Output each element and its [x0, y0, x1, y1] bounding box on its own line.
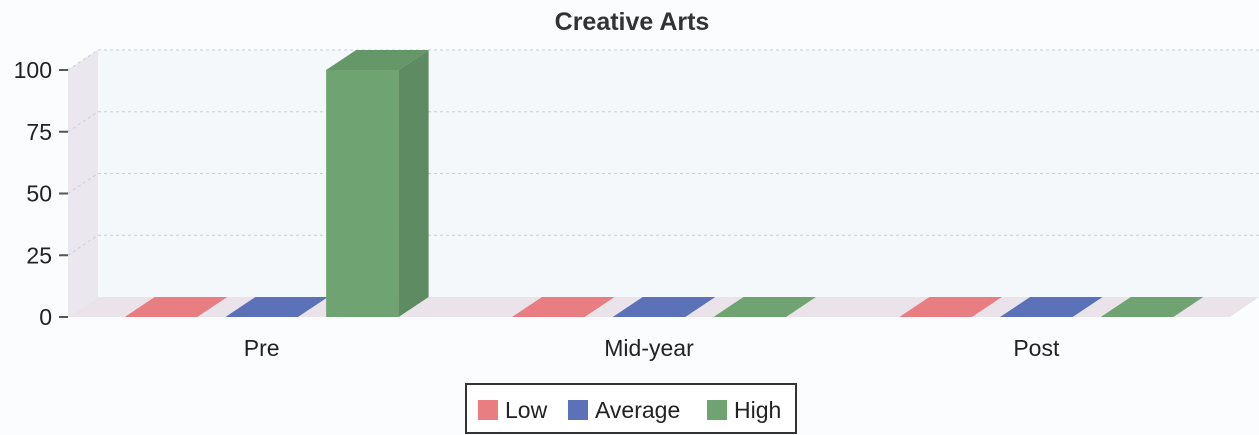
bar-high-post — [1100, 297, 1204, 317]
y-tick-label: 75 — [26, 119, 52, 145]
bar-average-post — [1000, 297, 1103, 317]
bars — [124, 50, 1204, 317]
legend-label-low: Low — [505, 397, 548, 423]
legend: Low Average High — [465, 383, 797, 434]
y-tick-label: 0 — [39, 304, 52, 330]
bar-top — [899, 297, 1002, 317]
bar-average-mid-year — [612, 297, 716, 317]
x-axis: Pre Mid-year Post — [244, 335, 1060, 361]
bar-top — [1000, 297, 1103, 317]
grid-line-side — [67, 234, 99, 256]
legend-swatch-average — [568, 400, 588, 420]
x-category-label: Pre — [244, 335, 280, 361]
chart-title: Creative Arts — [555, 8, 710, 36]
bar-front — [326, 70, 399, 317]
x-category-label: Mid-year — [604, 335, 694, 361]
bar-low-post — [899, 297, 1002, 317]
x-category-label: Post — [1013, 335, 1060, 361]
legend-box — [465, 383, 797, 434]
bar-top — [612, 297, 716, 317]
bar-low-pre — [124, 297, 228, 317]
grid-lines — [67, 49, 1259, 256]
bar-top — [1100, 297, 1204, 317]
legend-swatch-low — [478, 400, 498, 420]
legend-label-high: High — [734, 397, 781, 423]
bar-average-pre — [225, 297, 328, 317]
bar-high-pre — [326, 50, 429, 317]
bar-top — [326, 50, 429, 70]
legend-swatch-high — [707, 400, 727, 420]
y-tick-label: 25 — [26, 242, 52, 268]
bar-side — [398, 50, 429, 317]
grid-line-side — [67, 49, 99, 71]
bar-top — [225, 297, 328, 317]
bar-low-mid-year — [512, 297, 615, 317]
y-tick-label: 100 — [14, 57, 52, 83]
grid-line-side — [67, 111, 99, 133]
bar-top — [713, 297, 816, 317]
bar-top — [124, 297, 228, 317]
legend-label-average: Average — [595, 397, 680, 423]
y-axis: 0 25 50 75 100 — [14, 57, 68, 330]
y-tick-label: 50 — [26, 181, 52, 207]
bar-high-mid-year — [713, 297, 816, 317]
grid-line-side — [67, 173, 99, 194]
bar-top — [512, 297, 615, 317]
